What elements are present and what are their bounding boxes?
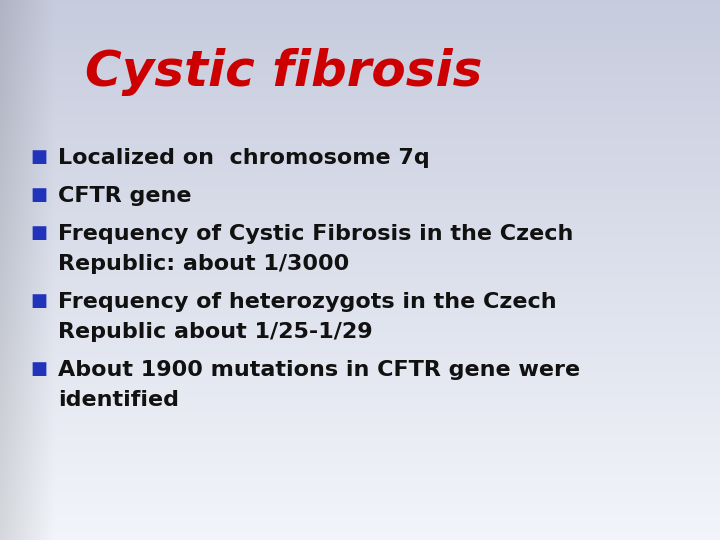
Text: ■: ■ xyxy=(30,360,47,378)
Text: ■: ■ xyxy=(30,224,47,242)
Text: Republic: about 1/3000: Republic: about 1/3000 xyxy=(58,254,349,274)
Text: ■: ■ xyxy=(30,292,47,310)
Text: Frequency of Cystic Fibrosis in the Czech: Frequency of Cystic Fibrosis in the Czec… xyxy=(58,224,573,244)
Text: ■: ■ xyxy=(30,186,47,204)
Text: Cystic fibrosis: Cystic fibrosis xyxy=(85,48,482,96)
Text: ■: ■ xyxy=(30,148,47,166)
Text: CFTR gene: CFTR gene xyxy=(58,186,192,206)
Text: About 1900 mutations in CFTR gene were: About 1900 mutations in CFTR gene were xyxy=(58,360,580,380)
Text: Republic about 1/25-1/29: Republic about 1/25-1/29 xyxy=(58,322,373,342)
Text: identified: identified xyxy=(58,390,179,410)
Text: Frequency of heterozygots in the Czech: Frequency of heterozygots in the Czech xyxy=(58,292,557,312)
Text: Localized on  chromosome 7q: Localized on chromosome 7q xyxy=(58,148,430,168)
